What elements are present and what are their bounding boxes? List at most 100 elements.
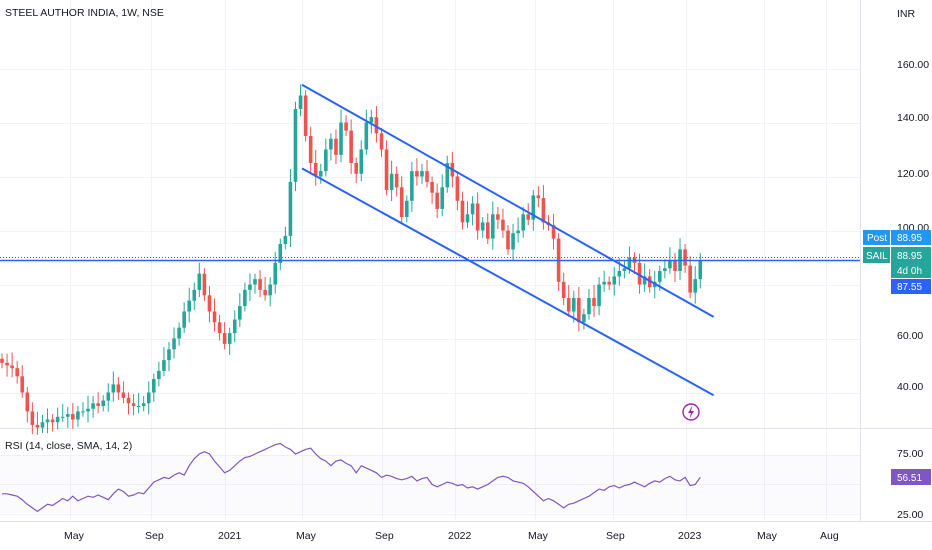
post-value: 88.95 xyxy=(897,233,922,244)
candle-body xyxy=(55,416,60,423)
chart-title: STEEL AUTHOR INDIA, 1W, NSE xyxy=(5,7,164,19)
candle-body xyxy=(111,384,116,393)
candle-body xyxy=(496,214,500,220)
candle-body xyxy=(440,187,445,209)
candle-body xyxy=(177,327,181,339)
candle-body xyxy=(146,392,151,404)
candle-body xyxy=(577,298,581,323)
candle-body xyxy=(258,279,262,290)
candle-body xyxy=(40,422,45,428)
candle-body xyxy=(465,214,470,223)
candle-body xyxy=(30,411,35,425)
candle-body xyxy=(521,214,525,231)
candle-body xyxy=(96,403,100,406)
candle-body xyxy=(460,200,465,223)
candle-body xyxy=(243,289,247,307)
candle-body xyxy=(673,260,677,271)
time-tick: May xyxy=(64,530,85,542)
candle-body xyxy=(65,414,70,417)
candle-body xyxy=(394,173,399,188)
price-pane[interactable] xyxy=(0,0,860,428)
candle-body xyxy=(106,392,111,401)
trendline-lower xyxy=(301,167,715,397)
rsi-pane[interactable] xyxy=(0,429,860,521)
candle-body xyxy=(167,349,171,361)
price-tick: 140.00 xyxy=(897,112,929,124)
time-tick: Sep xyxy=(145,530,164,542)
candle-body xyxy=(121,392,126,398)
candle-body xyxy=(5,362,9,366)
candle-body xyxy=(339,122,343,155)
candle-body xyxy=(435,192,439,209)
candle-body xyxy=(582,314,586,323)
candle-body xyxy=(25,392,30,412)
lightning-icon[interactable] xyxy=(682,403,700,421)
price-tick: 160.00 xyxy=(897,59,929,71)
trendlines-group xyxy=(301,83,715,397)
candle-body xyxy=(384,149,389,190)
candle-body xyxy=(91,403,95,409)
candle-body xyxy=(668,260,672,269)
post-value-badge xyxy=(891,230,931,245)
candle-body xyxy=(263,289,267,296)
candle-body xyxy=(622,268,627,271)
price-tick: 40.00 xyxy=(897,381,923,393)
candle-body xyxy=(359,149,364,174)
candle-body xyxy=(268,284,272,296)
rsi-tick: 25.00 xyxy=(897,509,923,521)
currency-label: INR xyxy=(897,8,916,20)
candle-body xyxy=(637,262,642,285)
candle-body xyxy=(470,203,475,215)
candle-body xyxy=(273,262,278,285)
candle-body xyxy=(485,222,490,239)
time-tick: Aug xyxy=(820,530,839,542)
candle-body xyxy=(86,408,90,412)
candle-body xyxy=(76,411,80,420)
candle-body xyxy=(516,230,520,234)
candle-body xyxy=(207,295,212,312)
candle-body xyxy=(278,244,283,263)
candle-body xyxy=(475,203,480,231)
candle-body xyxy=(658,271,662,282)
candle-body xyxy=(192,289,197,301)
candle-body xyxy=(531,195,536,220)
time-tick: 2021 xyxy=(218,530,242,542)
candle-body xyxy=(506,230,510,250)
candle-body xyxy=(313,163,318,177)
candle-body xyxy=(597,284,601,307)
candle-body xyxy=(162,360,166,371)
time-tick: May xyxy=(528,530,549,542)
candle-body xyxy=(536,195,541,199)
candle-body xyxy=(288,181,293,236)
candle-body xyxy=(511,233,515,250)
candle-body xyxy=(607,281,611,285)
candle-body xyxy=(318,171,323,177)
candle-body xyxy=(35,424,40,428)
time-tick: May xyxy=(757,530,778,542)
candle-body xyxy=(187,300,192,312)
candle-body xyxy=(683,249,687,266)
rsi-band xyxy=(0,455,860,513)
candle-body xyxy=(126,397,131,404)
candle-body xyxy=(232,319,237,334)
price-tick: 60.00 xyxy=(897,330,923,342)
candle-body xyxy=(157,370,161,379)
candle-body xyxy=(172,338,176,350)
candle-body xyxy=(293,109,298,182)
rsi-tick: 75.00 xyxy=(897,448,923,460)
candle-body xyxy=(693,279,698,293)
candle-body xyxy=(349,130,353,163)
time-tick: May xyxy=(296,530,317,542)
candle-body xyxy=(0,358,4,363)
candle-body xyxy=(227,333,232,344)
candle-body xyxy=(116,384,121,393)
symbol-tag: SAIL xyxy=(866,251,888,262)
candle-body xyxy=(10,365,14,369)
candle-body xyxy=(455,176,460,201)
time-tick: 2022 xyxy=(448,530,472,542)
candle-body xyxy=(283,235,288,244)
candle-body xyxy=(20,376,25,393)
candle-body xyxy=(152,379,156,393)
candle-body xyxy=(182,311,186,328)
